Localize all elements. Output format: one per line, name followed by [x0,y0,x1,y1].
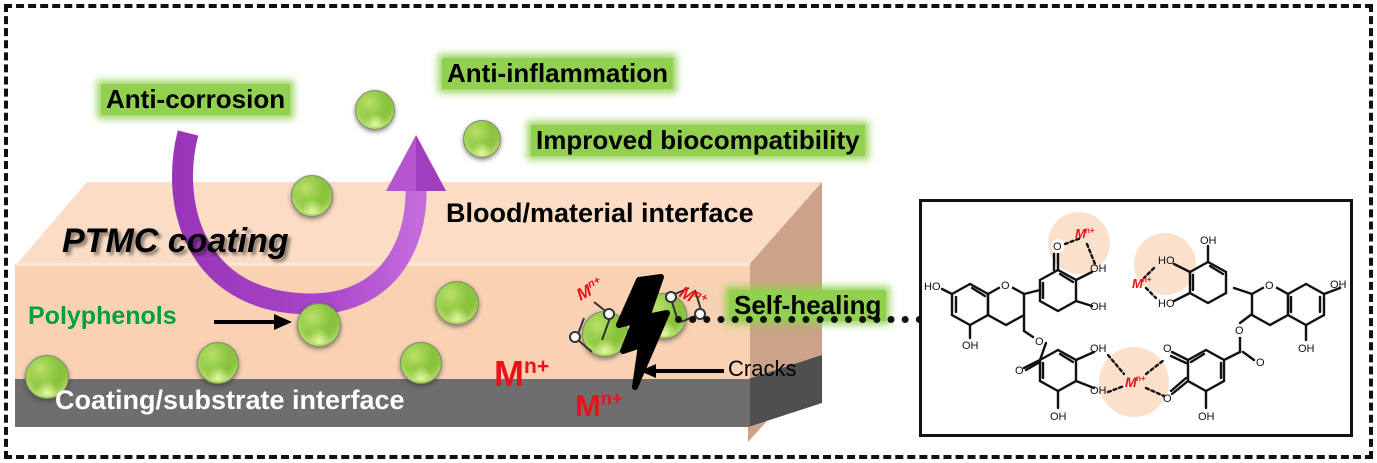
blood-material-interface-label: Blood/material interface [446,198,754,228]
anti-inflammation-label: Anti-inflammation [442,58,673,90]
svg-text:M: M [1125,374,1137,390]
svg-text:O: O [1001,280,1010,292]
polyphenol-sphere-free [463,120,501,158]
anti-corrosion-label: Anti-corrosion [101,84,291,116]
svg-text:O: O [1163,343,1172,355]
coating-substrate-interface-label: Coating/substrate interface [55,385,405,415]
svg-text:OH: OH [1198,411,1215,423]
svg-text:O: O [1053,241,1062,253]
polyphenol-sphere-embedded [297,303,341,347]
polyphenol-sphere-embedded [435,281,479,325]
cracks-label: Cracks [728,356,797,381]
svg-text:O: O [1035,336,1044,348]
polyphenol-sphere-free [355,90,395,130]
svg-text:HO: HO [924,281,941,293]
svg-text:O: O [1163,393,1172,405]
svg-text:OH: OH [1298,343,1315,355]
svg-text:O: O [1015,365,1024,377]
svg-text:O: O [1265,280,1274,292]
svg-text:OH: OH [962,340,979,352]
polyphenols-pointer-arrow [214,314,292,330]
svg-text:n+: n+ [1142,275,1152,284]
metal-ion-label-bulk: Mn+ [494,353,550,394]
svg-text:O: O [1256,357,1265,369]
cracks-pointer-arrow [640,364,724,378]
svg-text:OH: OH [1090,301,1107,313]
polyphenols-label: Polyphenols [28,302,177,330]
svg-text:OH: OH [1090,385,1107,397]
svg-text:HO: HO [1158,298,1175,310]
self-healing-label: Self-healing [729,290,887,322]
polyphenol-sphere-embedded [25,355,69,399]
egcg-metal-complex-diagram: HO OH O O O OH [924,212,1347,423]
svg-text:n+: n+ [1085,226,1095,235]
polyphenol-sphere-embedded [400,342,442,384]
svg-text:HO: HO [1158,255,1175,267]
svg-text:OH: OH [1090,343,1107,355]
svg-text:M: M [1075,226,1087,241]
ptmc-coating-label: PTMC coating [62,222,289,260]
figure-dashed-border [4,4,1373,459]
metal-ion-label-substrate: Mn+ [575,388,623,423]
svg-text:OH: OH [1330,279,1347,291]
svg-text:OH: OH [1200,235,1217,247]
svg-text:n+: n+ [1136,374,1146,383]
svg-text:OH: OH [1090,263,1107,275]
polyphenol-sphere-free [291,175,333,217]
self-healing-connector-line [675,316,923,323]
polyphenol-sphere-embedded [197,342,239,384]
chelation-ligand-left [569,301,615,353]
svg-text:OH: OH [1050,411,1067,423]
crack-lightning-icon [616,274,670,390]
release-recirculation-arrow [172,130,446,315]
svg-text:M: M [1132,276,1144,291]
svg-text:O: O [1235,325,1244,337]
improved-biocompatibility-label: Improved biocompatibility [531,125,865,157]
substrate-front-face [15,379,750,427]
chemical-structure-box: HO OH O O O OH [919,199,1353,437]
